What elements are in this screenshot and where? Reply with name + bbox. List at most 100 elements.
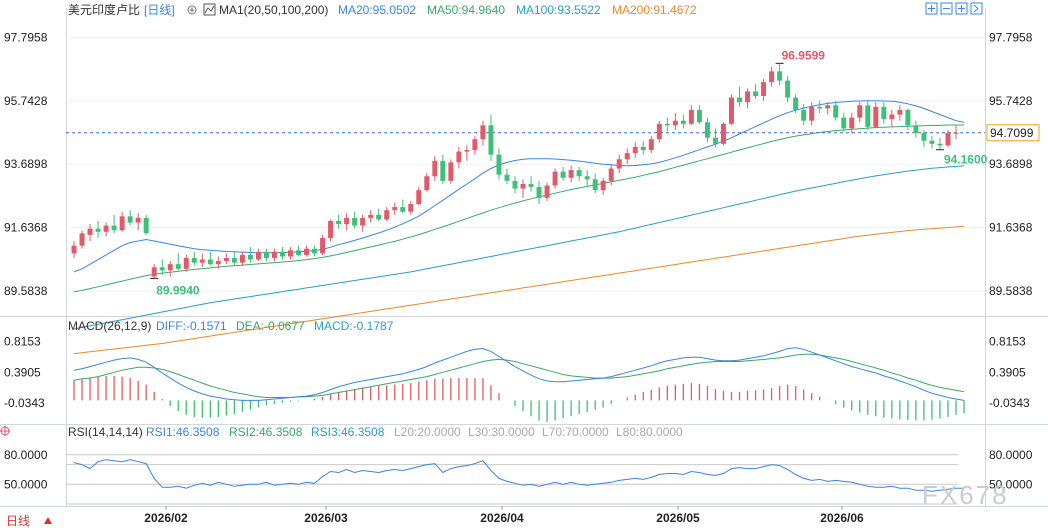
candle [873,102,879,129]
candle-body [103,225,109,232]
macd-value-label: MACD:-0.1787 [314,319,394,333]
candle [825,102,831,115]
rsi2-label: RSI2:46.3508 [229,425,303,439]
macd-title[interactable]: MACD(26,12,9) [68,319,151,333]
macd-y-axis: 0.8153 0.8153 0.3905 0.3905 -0.0343 -0.0343 [4,335,1030,410]
candle-body [568,170,574,178]
candle [833,100,839,121]
candle [416,187,422,206]
candle [400,199,406,214]
candle-body [408,204,414,212]
candle-body [215,261,221,265]
price-tick-left: 93.6898 [4,157,48,171]
caret-up-icon[interactable] [44,517,52,524]
candle-body [111,225,117,231]
scroll-right-icon[interactable] [970,2,983,15]
candle-body [432,160,438,177]
rsi3-label: RSI3:46.3508 [311,425,385,439]
candle [801,103,807,126]
candle-body [608,168,614,181]
high-annotation: 96.9599 [782,48,826,62]
zoom-in-icon[interactable] [955,2,968,15]
price-tick-right: 97.7958 [989,31,1033,45]
candle [520,179,526,198]
candle-body [127,216,133,223]
period-button[interactable]: 日线 [0,510,62,530]
candle [263,248,269,262]
period-button-label[interactable]: 日线 [6,514,30,528]
candle [929,136,935,149]
rsi1-label: RSI1:46.3508 [146,425,220,439]
candle-body [79,233,85,246]
candle-body [769,71,775,83]
price-tick-right: 95.7428 [989,94,1033,108]
price-tick-right: 91.6368 [989,221,1033,235]
candle [167,261,173,277]
candle [71,241,77,259]
candle-body [488,125,494,155]
indicator-edit-icon[interactable] [203,3,216,16]
candle [95,220,101,238]
candle [472,136,478,155]
candle-body [600,180,606,191]
candle-body [761,82,767,97]
candle-body [937,143,943,146]
candle-body [368,214,374,218]
rsi-target-icon[interactable] [0,426,10,436]
candle [432,156,438,181]
price-tick-left: 89.5838 [4,284,48,298]
candle [103,222,109,237]
candle [215,256,221,269]
candle [704,117,710,143]
rsi-tick-left: 50.0000 [4,477,48,491]
candle [392,202,398,215]
candle [111,214,117,234]
candle [424,173,430,192]
candle [255,248,261,262]
move-icon[interactable] [925,2,938,15]
ma-indicator-label[interactable]: MA1(20,50,100,200) [219,3,328,17]
candle-body [945,133,951,146]
rsi-tick-left: 80.0000 [4,448,48,462]
candle [143,214,149,235]
candle-body [312,248,318,254]
candle [921,129,927,147]
candle [328,219,334,242]
candle-body [167,264,173,271]
candle [352,211,358,229]
candle [608,163,614,186]
zoom-out-icon[interactable] [940,2,953,15]
candle [223,253,229,265]
macd-tick-right: 0.3905 [989,365,1026,379]
candle-body [913,125,919,134]
candle [945,129,951,147]
candle-body [881,106,887,120]
candle-body [191,258,197,263]
period-label[interactable]: [日线] [144,3,175,17]
candle [761,79,767,101]
add-indicator-icon[interactable] [187,5,197,15]
candle-body [199,259,205,263]
candle [456,146,462,169]
candle-body [320,237,326,254]
candle-body [504,174,510,181]
rsi-title[interactable]: RSI(14,14,14) [68,425,143,439]
candle [151,264,157,279]
price-tick-left: 91.6368 [4,221,48,235]
candle [753,83,759,100]
candle [720,122,726,146]
candle-body [95,228,101,232]
candle-body [328,220,334,238]
candle-body [825,105,831,109]
candle-body [448,162,454,181]
candle [199,253,205,268]
x-tick-label: 2026/05 [656,511,700,525]
candle [841,113,847,132]
price-panel [66,8,986,314]
candle [360,214,366,232]
candle [769,66,775,87]
candle-body [817,106,823,109]
dea-line [73,353,965,398]
candle [488,114,494,161]
candle [528,176,534,192]
